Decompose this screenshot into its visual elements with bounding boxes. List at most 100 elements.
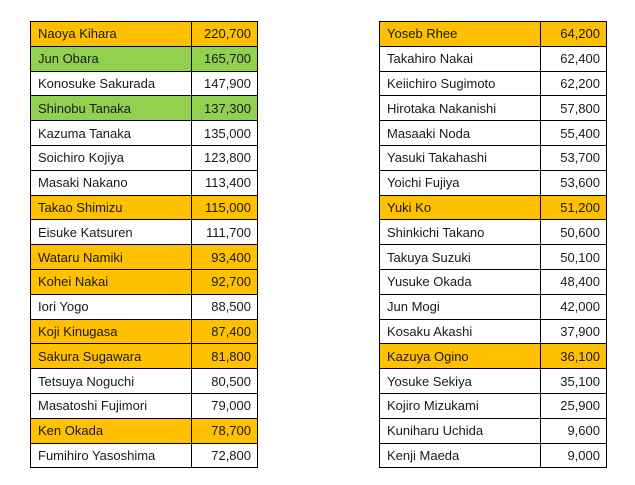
value-cell: 51,200 [540,194,607,221]
table-row: Yosuke Sekiya 35,100 [379,368,607,394]
table-row: Kazuya Ogino 36,100 [379,343,607,370]
name-cell: Tetsuya Noguchi [30,368,192,394]
table-row: Kohei Nakai 92,700 [30,268,258,295]
value-cell: 88,500 [191,293,258,320]
name-cell: Kosaku Akashi [379,318,541,345]
name-cell: Shinobu Tanaka [30,95,192,122]
table-row: Jun Obara 165,700 [30,45,258,72]
name-cell: Kazuma Tanaka [30,120,192,146]
table-row: Shinobu Tanaka 137,300 [30,95,258,122]
table-row: Yasuki Takahashi 53,700 [379,144,607,171]
value-cell: 123,800 [191,144,258,171]
table-row: Takuya Suzuki 50,100 [379,244,607,270]
name-cell: Fumihiro Yasoshima [30,442,192,469]
table-row: Masaaki Noda 55,400 [379,120,607,146]
table-row: Fumihiro Yasoshima 72,800 [30,442,258,469]
value-cell: 72,800 [191,442,258,469]
value-cell: 35,100 [540,368,607,394]
value-cell: 165,700 [191,45,258,72]
left-ranking-table: Naoya Kihara 220,700 Jun Obara 165,700 Konos… [30,21,258,469]
table-row: Hirotaka Nakanishi 57,800 [379,95,607,122]
name-cell: Shinkichi Takano [379,219,541,246]
table-row: Soichiro Kojiya 123,800 [30,144,258,171]
value-cell: 37,900 [540,318,607,345]
name-cell: Yosuke Sekiya [379,368,541,394]
table-row: Takao Shimizu 115,000 [30,194,258,221]
name-cell: Yoseb Rhee [379,21,541,47]
value-cell: 53,700 [540,144,607,171]
value-cell: 87,400 [191,318,258,345]
value-cell: 147,900 [191,70,258,97]
name-cell: Yasuki Takahashi [379,144,541,171]
name-cell: Kazuya Ogino [379,343,541,370]
name-cell: Eisuke Katsuren [30,219,192,246]
value-cell: 64,200 [540,21,607,47]
value-cell: 48,400 [540,268,607,295]
table-row: Yoseb Rhee 64,200 [379,21,607,47]
value-cell: 53,600 [540,169,607,196]
right-table-body: Yoseb Rhee 64,200 Takahiro Nakai 62,400 Keii… [379,21,607,469]
table-row: Yoichi Fujiya 53,600 [379,169,607,196]
name-cell: Yoichi Fujiya [379,169,541,196]
name-cell: Yusuke Okada [379,268,541,295]
table-row: Iori Yogo 88,500 [30,293,258,320]
name-cell: Sakura Sugawara [30,343,192,370]
name-cell: Iori Yogo [30,293,192,320]
value-cell: 9,600 [540,417,607,444]
table-row: Yusuke Okada 48,400 [379,268,607,295]
left-table-body: Naoya Kihara 220,700 Jun Obara 165,700 Konos… [30,21,258,469]
value-cell: 113,400 [191,169,258,196]
table-row: Kenji Maeda 9,000 [379,442,607,469]
table-row: Takahiro Nakai 62,400 [379,45,607,72]
right-ranking-table: Yoseb Rhee 64,200 Takahiro Nakai 62,400 Keii… [379,21,607,469]
value-cell: 111,700 [191,219,258,246]
value-cell: 220,700 [191,21,258,47]
table-row: Jun Mogi 42,000 [379,293,607,320]
value-cell: 42,000 [540,293,607,320]
value-cell: 9,000 [540,442,607,469]
table-row: Eisuke Katsuren 111,700 [30,219,258,246]
name-cell: Masatoshi Fujimori [30,392,192,419]
table-row: Shinkichi Takano 50,600 [379,219,607,246]
value-cell: 115,000 [191,194,258,221]
table-row: Yuki Ko 51,200 [379,194,607,221]
name-cell: Jun Obara [30,45,192,72]
value-cell: 135,000 [191,120,258,146]
value-cell: 62,400 [540,45,607,72]
value-cell: 92,700 [191,268,258,295]
table-row: Ken Okada 78,700 [30,417,258,444]
name-cell: Takahiro Nakai [379,45,541,72]
table-row: Naoya Kihara 220,700 [30,21,258,47]
value-cell: 50,100 [540,244,607,270]
value-cell: 79,000 [191,392,258,419]
value-cell: 62,200 [540,70,607,97]
table-row: Masatoshi Fujimori 79,000 [30,392,258,419]
table-row: Keiichiro Sugimoto 62,200 [379,70,607,97]
table-row: Masaki Nakano 113,400 [30,169,258,196]
table-row: Konosuke Sakurada 147,900 [30,70,258,97]
value-cell: 78,700 [191,417,258,444]
name-cell: Takuya Suzuki [379,244,541,270]
table-row: Kosaku Akashi 37,900 [379,318,607,345]
name-cell: Koji Kinugasa [30,318,192,345]
value-cell: 50,600 [540,219,607,246]
value-cell: 80,500 [191,368,258,394]
table-row: Kojiro Mizukami 25,900 [379,392,607,419]
table-row: Kuniharu Uchida 9,600 [379,417,607,444]
value-cell: 93,400 [191,244,258,270]
name-cell: Wataru Namiki [30,244,192,270]
name-cell: Kenji Maeda [379,442,541,469]
value-cell: 25,900 [540,392,607,419]
value-cell: 137,300 [191,95,258,122]
value-cell: 36,100 [540,343,607,370]
name-cell: Kojiro Mizukami [379,392,541,419]
table-row: Sakura Sugawara 81,800 [30,343,258,370]
name-cell: Kohei Nakai [30,268,192,295]
name-cell: Ken Okada [30,417,192,444]
value-cell: 57,800 [540,95,607,122]
name-cell: Keiichiro Sugimoto [379,70,541,97]
name-cell: Jun Mogi [379,293,541,320]
table-row: Tetsuya Noguchi 80,500 [30,368,258,394]
name-cell: Konosuke Sakurada [30,70,192,97]
value-cell: 55,400 [540,120,607,146]
